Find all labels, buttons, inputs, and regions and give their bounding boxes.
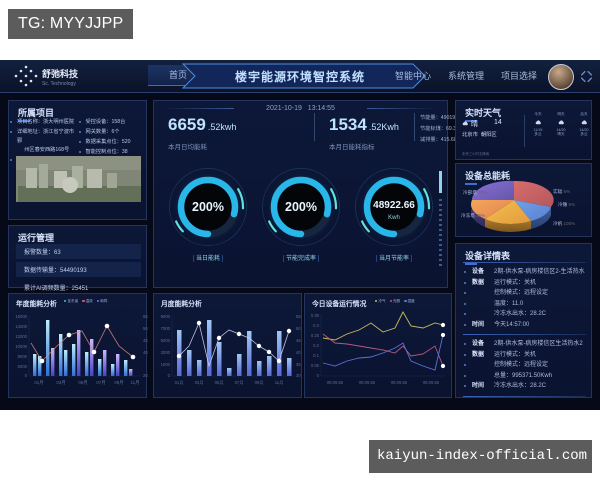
svg-text:0.1: 0.1 <box>313 353 319 358</box>
svg-text:08:05:55: 08:05:55 <box>359 380 376 385</box>
svg-text:Sc. Technology: Sc. Technology <box>42 81 76 87</box>
svg-text:40: 40 <box>296 350 301 355</box>
svg-text:07月: 07月 <box>96 380 105 386</box>
svg-text:1000: 1000 <box>161 362 171 367</box>
svg-text:48922.66: 48922.66 <box>373 200 415 211</box>
svg-text:07月: 07月 <box>235 380 244 386</box>
svg-text:200%: 200% <box>285 200 317 214</box>
svg-text:05月: 05月 <box>215 380 224 386</box>
svg-text:0.3: 0.3 <box>313 323 319 328</box>
svg-text:舒弛科技: 舒弛科技 <box>42 68 79 79</box>
svg-text:0.25: 0.25 <box>311 333 320 338</box>
svg-text:11月: 11月 <box>275 380 284 386</box>
svg-text:5000: 5000 <box>161 338 171 343</box>
svg-text:16000: 16000 <box>15 314 27 319</box>
svg-text:0: 0 <box>168 373 171 378</box>
svg-text:05月: 05月 <box>78 380 87 386</box>
svg-text:01月: 01月 <box>175 380 184 386</box>
svg-text:35: 35 <box>296 362 301 367</box>
svg-text:03月: 03月 <box>56 380 65 386</box>
svg-text:Kwh: Kwh <box>388 215 400 221</box>
svg-text:楼宇能源环境智控系统: 楼宇能源环境智控系统 <box>235 69 365 84</box>
svg-text:3000: 3000 <box>161 350 171 355</box>
svg-text:14000: 14000 <box>15 324 27 329</box>
svg-text:45: 45 <box>296 338 301 343</box>
svg-text:30: 30 <box>296 373 301 378</box>
svg-text:09月: 09月 <box>255 380 264 386</box>
svg-text:7000: 7000 <box>161 326 171 331</box>
svg-text:0: 0 <box>25 373 28 378</box>
svg-text:01月: 01月 <box>34 380 43 386</box>
svg-text:6000: 6000 <box>18 364 28 369</box>
svg-text:10000: 10000 <box>15 344 27 349</box>
svg-text:08:05:55: 08:05:55 <box>423 380 440 385</box>
svg-text:09月: 09月 <box>114 380 123 386</box>
svg-text:0.2: 0.2 <box>313 343 319 348</box>
svg-text:08:05:55: 08:05:55 <box>391 380 408 385</box>
svg-text:0.05: 0.05 <box>311 363 320 368</box>
svg-text:20: 20 <box>143 373 148 378</box>
svg-text:0: 0 <box>317 373 320 378</box>
svg-text:40: 40 <box>143 350 148 355</box>
svg-text:200%: 200% <box>192 200 224 214</box>
svg-text:11月: 11月 <box>131 380 140 386</box>
svg-text:50: 50 <box>296 326 301 331</box>
svg-text:03月: 03月 <box>195 380 204 386</box>
svg-text:55: 55 <box>296 314 301 319</box>
svg-text:55: 55 <box>143 314 148 319</box>
svg-text:12000: 12000 <box>15 334 27 339</box>
svg-text:08:05:55: 08:05:55 <box>327 380 344 385</box>
svg-text:8000: 8000 <box>18 354 28 359</box>
svg-text:50: 50 <box>143 326 148 331</box>
svg-text:0.30: 0.30 <box>311 313 320 318</box>
svg-text:45: 45 <box>143 338 148 343</box>
svg-text:9000: 9000 <box>161 314 171 319</box>
